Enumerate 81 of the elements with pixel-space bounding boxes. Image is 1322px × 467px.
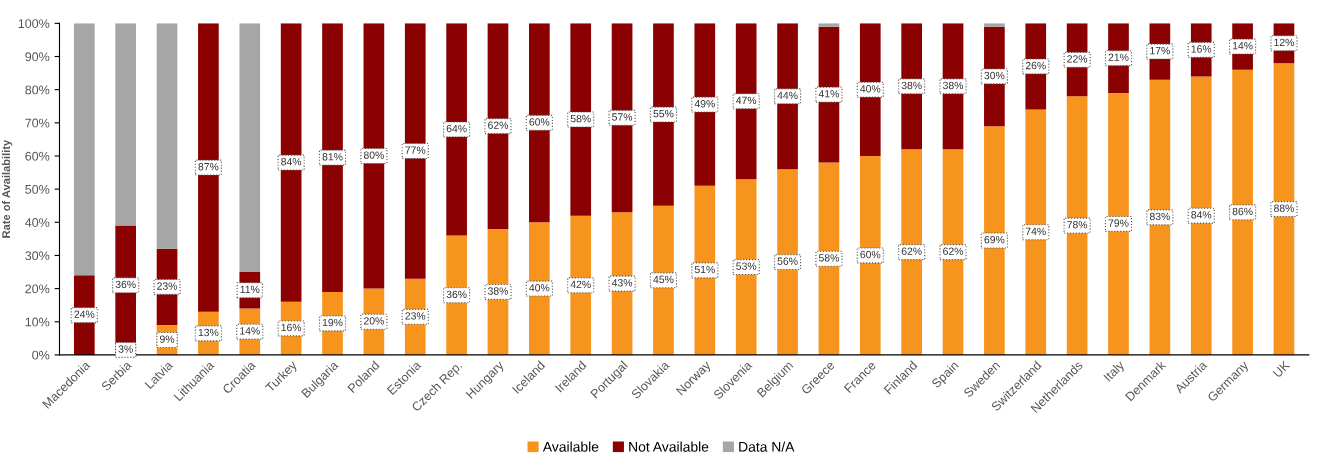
data-label: 17% — [1150, 47, 1170, 55]
data-label: 84% — [1191, 211, 1212, 219]
data-label: 84% — [281, 158, 302, 166]
data-label: 38% — [901, 81, 922, 90]
data-label: 12% — [1274, 38, 1295, 46]
data-label: 22% — [1067, 55, 1088, 63]
data-label: 80% — [363, 151, 384, 159]
data-label: 42% — [570, 280, 591, 289]
data-label: 36% — [446, 290, 467, 299]
y-tick-label: 90% — [25, 52, 50, 62]
y-tick-label: 50% — [25, 184, 50, 194]
x-tick-label: Italy — [1103, 359, 1127, 384]
bar — [156, 23, 178, 249]
data-label: 38% — [487, 287, 509, 295]
data-label: 86% — [1232, 207, 1253, 216]
data-label: 21% — [1108, 53, 1129, 61]
data-label: 58% — [570, 114, 591, 123]
data-label: 3% — [118, 345, 133, 353]
y-tick-label: 0% — [32, 350, 50, 360]
data-label: 88% — [1273, 204, 1295, 212]
y-tick-label: 30% — [25, 251, 50, 261]
data-label: 36% — [115, 280, 136, 289]
data-label: 51% — [694, 265, 715, 274]
data-label: 13% — [198, 328, 219, 337]
data-label: 20% — [363, 317, 384, 325]
data-label: 30% — [984, 71, 1005, 80]
data-label: 79% — [1108, 219, 1129, 227]
data-label: 23% — [405, 312, 426, 320]
data-label: 40% — [529, 284, 550, 292]
data-label: 9% — [160, 335, 175, 343]
y-tick-label: 60% — [25, 151, 50, 161]
data-label: 58% — [818, 254, 839, 262]
data-label: 81% — [322, 153, 343, 161]
data-label: 16% — [281, 323, 302, 332]
bar — [73, 23, 95, 276]
data-label: 16% — [1191, 45, 1212, 53]
y-axis-title: Rate of Availability — [1, 139, 13, 238]
data-label: 38% — [943, 81, 964, 90]
data-label: 53% — [736, 262, 757, 270]
data-label: 47% — [736, 96, 757, 105]
y-tick-label: 70% — [25, 118, 50, 128]
data-label: 19% — [322, 318, 343, 327]
data-label: 74% — [1025, 227, 1046, 235]
y-tick-label: 10% — [25, 317, 50, 327]
data-label: 55% — [653, 110, 674, 118]
data-label: 26% — [1025, 61, 1046, 70]
data-label: 62% — [488, 121, 509, 129]
data-label: 62% — [943, 247, 964, 255]
data-label: 60% — [860, 250, 881, 259]
bar — [239, 23, 261, 273]
data-label: 83% — [1149, 212, 1170, 221]
data-label: 77% — [405, 146, 426, 154]
data-label: 60% — [529, 118, 550, 126]
data-label: 57% — [612, 113, 633, 121]
data-label: 24% — [74, 310, 95, 318]
data-label: 41% — [818, 90, 839, 98]
bar — [984, 23, 1005, 27]
legend-label: Data N/A — [739, 441, 795, 452]
data-label: 43% — [611, 279, 633, 287]
data-label: 23% — [157, 282, 178, 290]
y-tick-label: 100% — [18, 19, 50, 28]
data-label: 64% — [446, 124, 467, 133]
legend-label: Available — [542, 441, 599, 452]
legend-label: Not Available — [629, 441, 709, 452]
y-tick-label: 80% — [25, 85, 50, 95]
data-label: 44% — [777, 91, 798, 100]
data-label: 11% — [240, 285, 260, 294]
data-label: 87% — [198, 163, 219, 171]
data-label: 14% — [240, 327, 260, 335]
bar — [115, 23, 137, 226]
data-label: 14% — [1232, 42, 1253, 50]
data-label: 78% — [1067, 221, 1088, 229]
x-tick-label: UK — [1272, 360, 1291, 378]
data-label: 69% — [984, 235, 1005, 244]
data-label: 40% — [860, 85, 881, 93]
y-tick-label: 40% — [25, 218, 50, 227]
data-label: 45% — [653, 275, 674, 284]
data-label: 56% — [777, 257, 798, 265]
data-label: 62% — [901, 247, 922, 255]
data-label: 49% — [694, 100, 715, 108]
y-tick-label: 20% — [25, 284, 50, 294]
